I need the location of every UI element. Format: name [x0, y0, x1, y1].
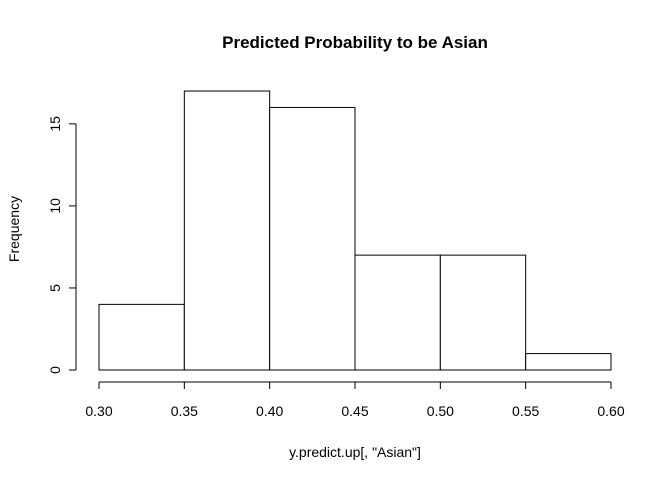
bars-group [98, 90, 612, 371]
histogram-bar-5 [525, 353, 612, 371]
y-tick-label-1: 5 [47, 284, 63, 292]
x-tick-label-3: 0.45 [341, 403, 368, 419]
y-axis: 0 5 10 15 [47, 116, 77, 374]
histogram-bar-1 [183, 90, 271, 371]
y-tick-label-0: 0 [47, 366, 63, 374]
x-tick-label-4: 0.50 [427, 403, 454, 419]
histogram-bar-0 [98, 303, 185, 371]
x-tick-label-0: 0.30 [85, 403, 112, 419]
x-axis-label: y.predict.up[, "Asian"] [289, 444, 421, 460]
y-axis-label: Frequency [6, 196, 22, 262]
x-axis: 0.30 0.35 0.40 0.45 0.50 0.55 0.60 [85, 381, 625, 419]
x-tick-label-6: 0.60 [597, 403, 624, 419]
histogram-bar-3 [354, 254, 441, 371]
histogram-bar-4 [439, 254, 527, 371]
chart-title: Predicted Probability to be Asian [222, 33, 488, 52]
x-tick-label-2: 0.40 [256, 403, 283, 419]
y-tick-label-3: 15 [47, 116, 63, 132]
x-tick-label-1: 0.35 [171, 403, 198, 419]
y-tick-label-2: 10 [47, 198, 63, 214]
x-tick-label-5: 0.55 [512, 403, 539, 419]
histogram-bar-2 [269, 106, 356, 371]
